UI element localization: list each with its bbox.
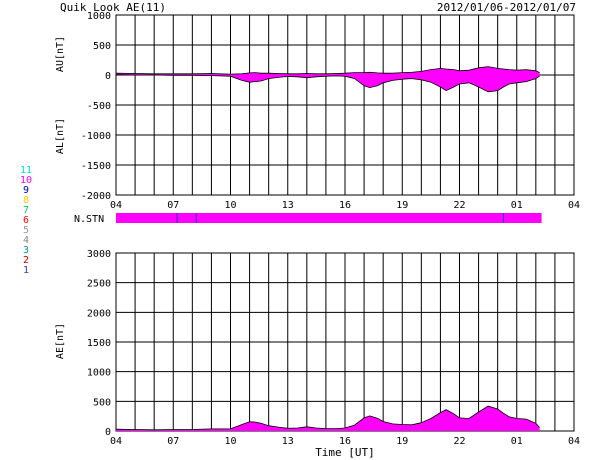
- al-axis-label: AL[nT]: [55, 118, 66, 154]
- au-al-ytick-label: 500: [93, 41, 111, 52]
- au-al-ytick-label: -2000: [81, 191, 111, 202]
- ae-xtick-label: 22: [453, 436, 465, 447]
- station-label-11: 11: [20, 165, 32, 176]
- au-al-ytick-label: 0: [105, 71, 111, 82]
- station-label-5: 5: [23, 225, 29, 236]
- station-label-9: 9: [23, 185, 29, 196]
- ae-xtick-label: 19: [396, 436, 408, 447]
- au-al-xtick-label: 04: [568, 200, 580, 211]
- ae-ytick-label: 3000: [87, 249, 111, 260]
- ae-ytick-label: 2500: [87, 279, 111, 290]
- au-al-ytick-label: -500: [87, 101, 111, 112]
- au-al-xtick-label: 07: [167, 200, 179, 211]
- x-axis-label: Time [UT]: [315, 446, 375, 459]
- au-axis-label: AU[nT]: [55, 36, 66, 72]
- station-label-10: 10: [20, 175, 32, 186]
- au-al-frame: [115, 14, 575, 196]
- ae-xtick-label: 13: [282, 436, 294, 447]
- au-series-area: [116, 66, 540, 75]
- ae-ytick-label: 500: [93, 397, 111, 408]
- ae-ytick-label: 0: [105, 427, 111, 438]
- ae-series-area: [116, 406, 540, 431]
- au-al-xtick-label: 16: [339, 200, 351, 211]
- station-label-6: 6: [23, 215, 29, 226]
- station-label-2: 2: [23, 255, 29, 266]
- au-al-xtick-label: 13: [282, 200, 294, 211]
- au-al-xtick-label: 10: [224, 200, 236, 211]
- station-label-8: 8: [23, 195, 29, 206]
- au-al-xtick-label: 19: [396, 200, 408, 211]
- station-label-7: 7: [23, 205, 29, 216]
- nstn-label: N.STN: [74, 214, 104, 225]
- date-range: 2012/01/06-2012/01/07: [437, 1, 576, 14]
- ae-series-line: [115, 405, 540, 431]
- ae-xtick-label: 10: [224, 436, 236, 447]
- ae-xtick-label: 04: [568, 436, 580, 447]
- au-al-xtick-label: 04: [110, 200, 122, 211]
- station-label-3: 3: [23, 245, 29, 256]
- au-al-xtick-label: 01: [511, 200, 523, 211]
- au-al-xtick-label: 22: [453, 200, 465, 211]
- station-label-4: 4: [23, 235, 29, 246]
- ae-xtick-label: 01: [511, 436, 523, 447]
- au-series-line: [115, 66, 540, 75]
- au-al-ytick-label: 1000: [87, 11, 111, 22]
- au-al-ytick-label: -1500: [81, 161, 111, 172]
- nstn-bar: [116, 213, 542, 223]
- au-al-ytick-label: -1000: [81, 131, 111, 142]
- ae-axis-label: AE[nT]: [55, 323, 66, 359]
- ae-ytick-label: 2000: [87, 308, 111, 319]
- ae-ytick-label: 1000: [87, 368, 111, 379]
- al-series-area: [116, 74, 540, 92]
- ae-ytick-label: 1500: [87, 338, 111, 349]
- ae-xtick-label: 07: [167, 436, 179, 447]
- ae-xtick-label: 04: [110, 436, 122, 447]
- station-label-1: 1: [23, 265, 29, 276]
- ae-xtick-label: 16: [339, 436, 351, 447]
- al-series-line: [115, 74, 540, 93]
- plot-title: Quik Look AE(11): [60, 1, 166, 14]
- nstn-bar-group: [116, 213, 542, 223]
